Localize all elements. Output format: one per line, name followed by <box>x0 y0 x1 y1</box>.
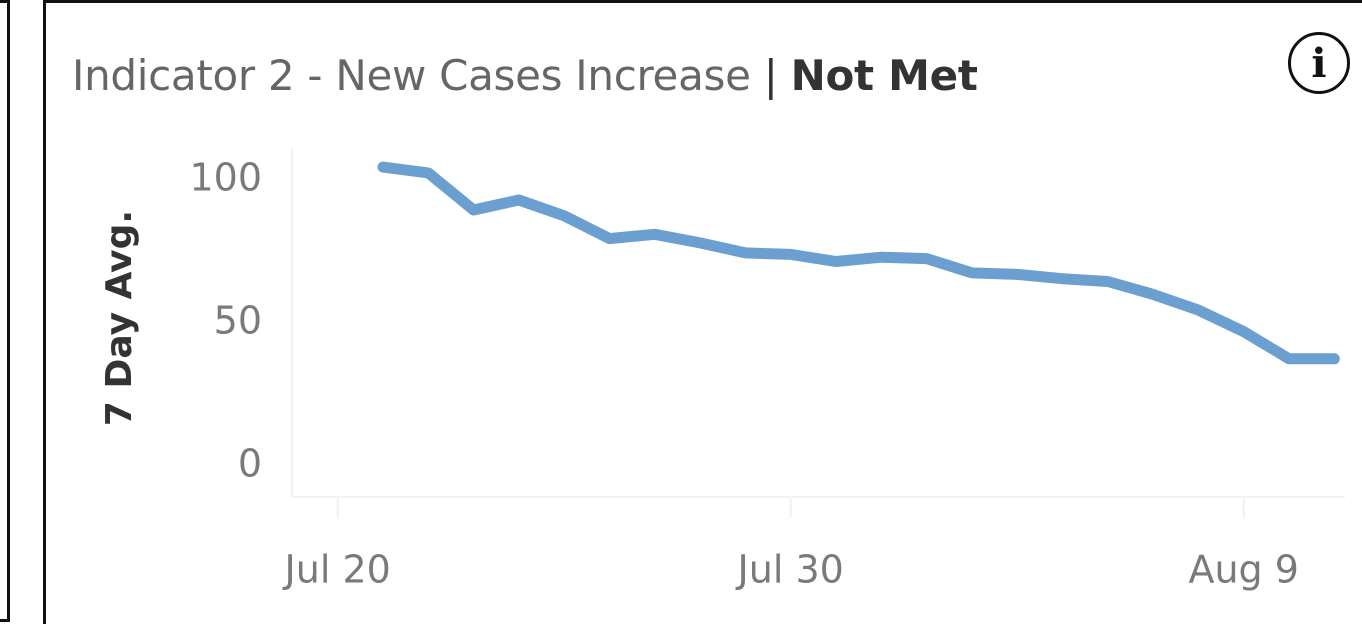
adjacent-panel-edge <box>0 0 10 622</box>
info-icon[interactable]: i <box>1288 32 1350 94</box>
x-tick-label: Jul 30 <box>736 548 844 592</box>
x-tick-label: Aug 9 <box>1188 548 1298 592</box>
y-axis-title: 7 Day Avg. <box>99 210 140 426</box>
y-tick-label: 50 <box>214 299 262 343</box>
y-tick-label: 100 <box>189 156 262 200</box>
card-title: Indicator 2 - New Cases Increase | Not M… <box>72 46 978 106</box>
series-line <box>377 161 1340 365</box>
info-glyph: i <box>1311 40 1327 87</box>
title-separator: | <box>763 51 778 100</box>
x-tick-label: Jul 20 <box>283 548 391 592</box>
y-tick-label: 0 <box>238 442 262 486</box>
indicator-card: Indicator 2 - New Cases Increase | Not M… <box>43 0 1362 624</box>
title-main: Indicator 2 - New Cases Increase <box>72 51 751 100</box>
status-label: Not Met <box>790 51 978 100</box>
